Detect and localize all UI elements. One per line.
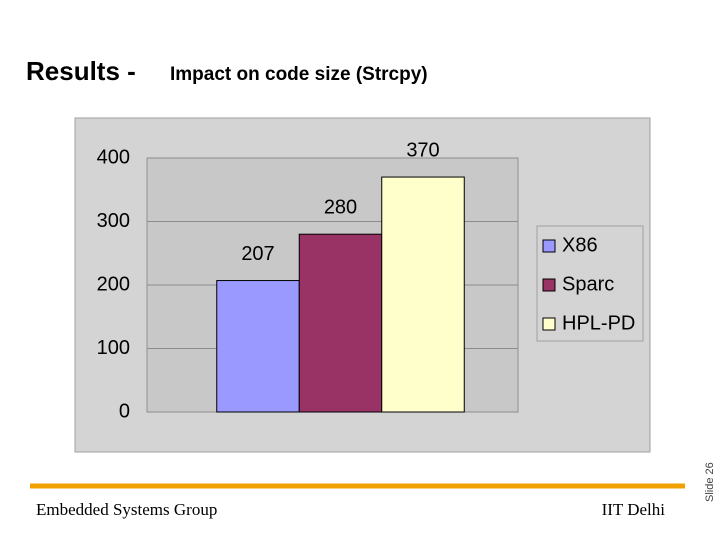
- bar: [298, 233, 383, 413]
- footer-left: Embedded Systems Group: [36, 500, 217, 519]
- bars: 207 280 370: [216, 139, 465, 413]
- legend-label: X86: [562, 234, 598, 256]
- slide-number: Slide 26: [704, 462, 716, 502]
- legend-swatch: [542, 239, 556, 253]
- legend-swatch: [542, 317, 556, 331]
- y-tick-label: 400: [97, 146, 130, 168]
- data-label: 370: [406, 139, 439, 161]
- data-label: 280: [324, 196, 357, 218]
- y-tick-label: 100: [97, 337, 130, 359]
- footer-right: IIT Delhi: [602, 500, 666, 519]
- slide-title: Results -: [26, 56, 136, 86]
- y-tick-label: 300: [97, 210, 130, 232]
- bar: [381, 176, 465, 413]
- y-tick-label: 200: [97, 273, 130, 295]
- bar: [216, 280, 300, 413]
- slide-subtitle: Impact on code size (Strcpy): [170, 64, 428, 85]
- legend-label: HPL-PD: [562, 312, 635, 334]
- y-tick-label: 0: [119, 400, 130, 422]
- legend-label: Sparc: [562, 273, 614, 295]
- data-label: 207: [241, 243, 274, 265]
- legend-swatch: [542, 278, 556, 292]
- legend: X86 Sparc HPL-PD: [542, 234, 635, 334]
